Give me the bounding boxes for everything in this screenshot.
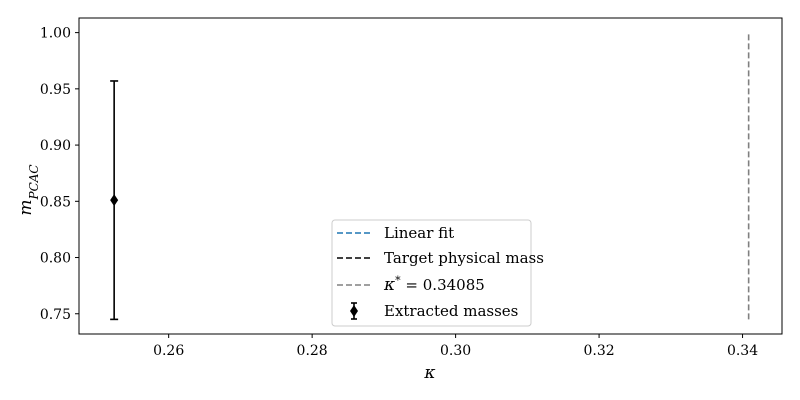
legend-label: Target physical mass xyxy=(384,249,544,267)
legend-label-star: * xyxy=(395,274,401,287)
x-axis-label: κ xyxy=(423,363,435,383)
legend-label: κ* = 0.34085 xyxy=(383,274,485,296)
y-tick-label: 0.75 xyxy=(40,307,71,323)
x-tick-label: 0.28 xyxy=(297,343,328,359)
y-tick-label: 0.80 xyxy=(40,251,71,267)
x-tick-label: 0.32 xyxy=(583,343,614,359)
x-tick-label: 0.30 xyxy=(440,343,471,359)
x-tick-label: 0.34 xyxy=(727,343,758,359)
legend-label-value: = 0.34085 xyxy=(401,276,485,294)
legend-label-kappa: κ xyxy=(383,275,395,295)
x-tick-label: 0.26 xyxy=(153,343,184,359)
y-tick-label: 0.95 xyxy=(40,82,71,98)
y-tick-label: 0.90 xyxy=(40,138,71,154)
legend: Linear fit Target physical mass κ* = 0.340… xyxy=(331,219,544,327)
data-point-marker xyxy=(110,194,119,207)
y-tick-label: 0.85 xyxy=(40,194,71,210)
y-axis-label-main: m xyxy=(16,199,36,215)
legend-box xyxy=(331,219,532,327)
y-axis-label: mPCAC xyxy=(16,164,41,215)
series-layer xyxy=(110,32,750,321)
legend-marker-handle xyxy=(350,305,358,317)
legend-label: Linear fit xyxy=(384,224,454,242)
plot-area xyxy=(78,17,783,335)
y-axis-label-sub: PCAC xyxy=(27,164,41,200)
x-axis-ticks: 0.26 0.28 0.30 0.32 0.34 xyxy=(153,334,758,359)
y-tick-label: 1.00 xyxy=(40,26,71,42)
y-axis-ticks: 0.75 0.80 0.85 0.90 0.95 1.00 xyxy=(40,26,79,323)
legend-label: Extracted masses xyxy=(384,302,518,320)
plot-frame xyxy=(78,17,783,335)
